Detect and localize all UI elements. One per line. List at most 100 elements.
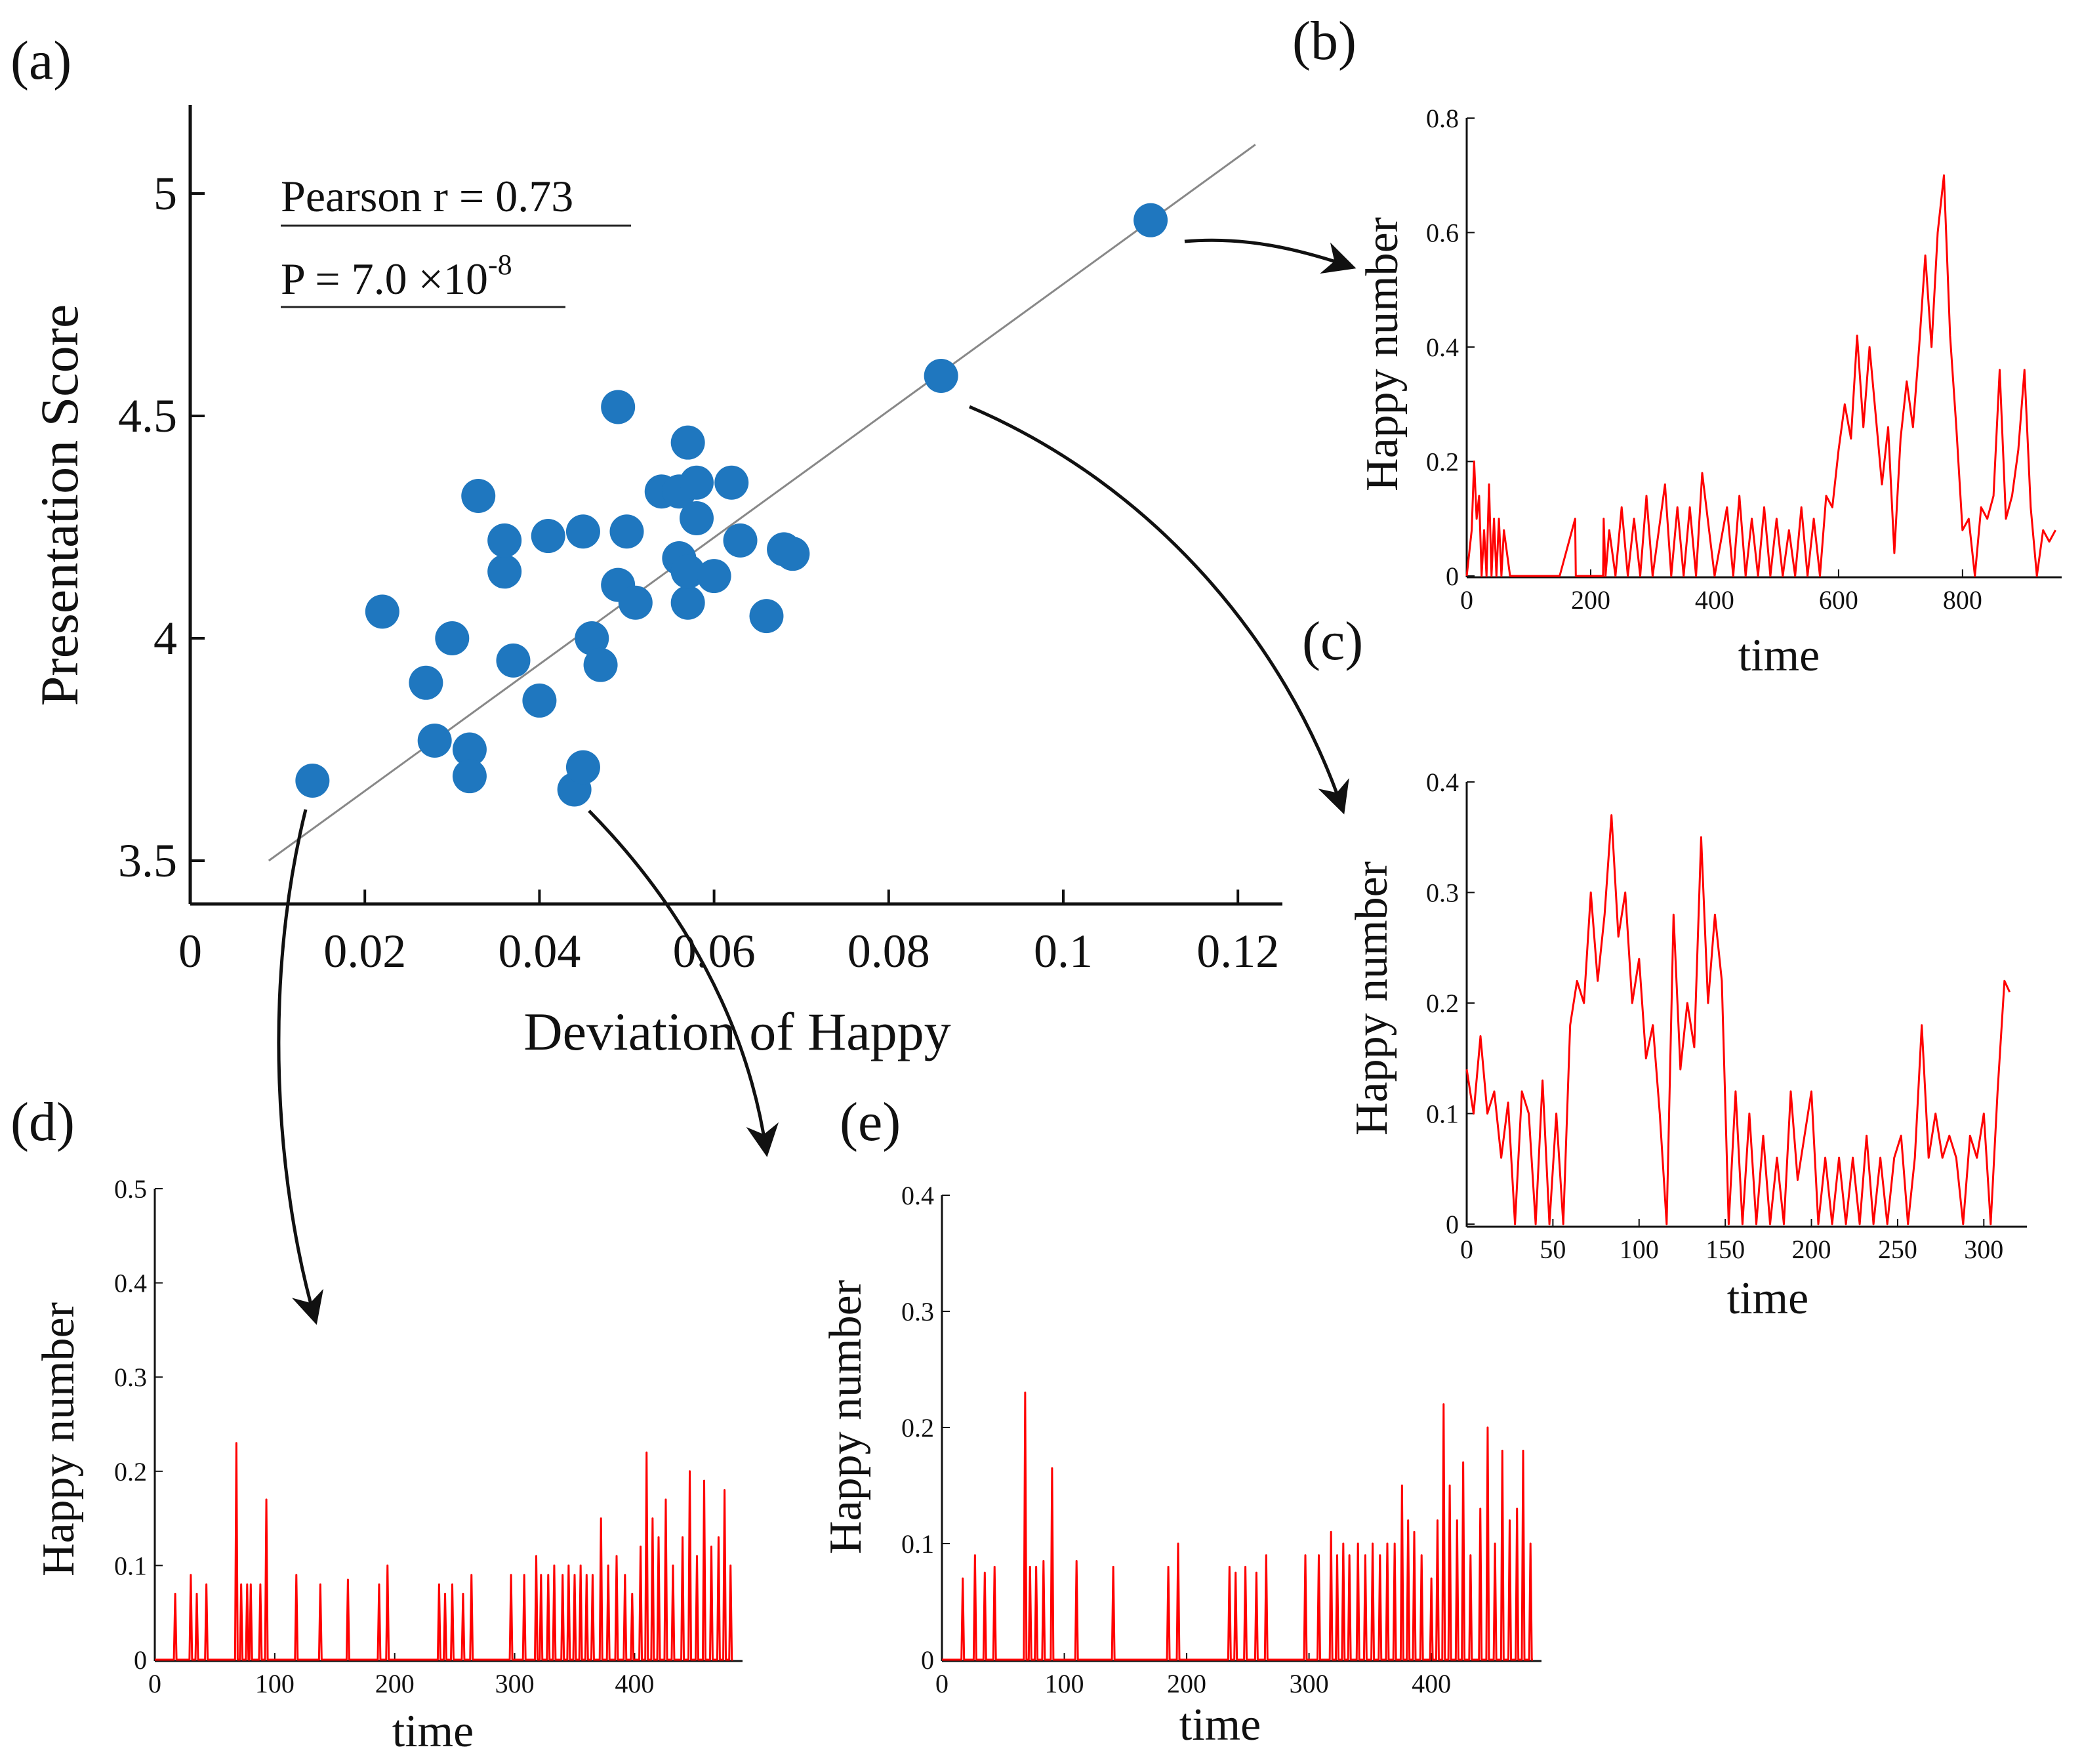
panel-a-ytick-label: 4 xyxy=(153,612,177,665)
panel-b-ylabel: Happy number xyxy=(1357,217,1408,491)
panel-e-series-line xyxy=(942,1393,1533,1660)
panel-c-xtick-label: 100 xyxy=(1620,1235,1659,1264)
scatter-point xyxy=(487,554,521,588)
scatter-point xyxy=(295,764,329,798)
panel-a-xtick-label: 0.12 xyxy=(1196,925,1279,977)
panel-a-ytick-label: 3.5 xyxy=(118,834,177,887)
scatter-point xyxy=(680,466,714,500)
scatter-point xyxy=(461,479,495,513)
panel-b-ytick-label: 0.4 xyxy=(1426,333,1459,362)
scatter-point xyxy=(714,466,748,500)
scatter-point xyxy=(749,599,783,633)
panel-d-label: (d) xyxy=(10,1092,75,1153)
scatter-point xyxy=(1133,203,1168,237)
panel-d: (d) 0 100 200 300 400 0 0.1 0.2 0.3 0.4 0.5 time H… xyxy=(10,1092,743,1757)
panel-b: (b) 0 200 400 600 800 0 0.2 0.4 0.6 0.8 time Happ… xyxy=(1292,10,2062,681)
panel-c-xtick-label: 200 xyxy=(1792,1235,1831,1264)
panel-e-ylabel: Happy number xyxy=(821,1280,871,1554)
panel-c-label: (c) xyxy=(1302,611,1363,672)
panel-c-ytick-label: 0.2 xyxy=(1426,989,1459,1018)
panel-c: (c) 0 50 100 150 200 250 300 0 0.1 0.2 0.3 0.4 time… xyxy=(1302,611,2027,1324)
panel-d-xtick-label: 300 xyxy=(495,1669,535,1698)
panel-d-ytick-label: 0 xyxy=(134,1645,147,1675)
scatter-point xyxy=(418,724,452,758)
panel-a-xtick-label: 0.04 xyxy=(498,925,581,977)
panel-c-xtick-label: 0 xyxy=(1460,1235,1473,1264)
panel-b-xtick-label: 400 xyxy=(1695,585,1734,615)
panel-d-ytick-label: 0.3 xyxy=(114,1363,147,1392)
scatter-point xyxy=(365,594,399,628)
p-value-annotation: P = 7.0 ×10-8 xyxy=(281,249,512,304)
scatter-point xyxy=(453,759,487,793)
panel-a-xtick-label: 0.02 xyxy=(323,925,406,977)
panel-e-plot: 0 100 200 300 400 0 0.1 0.2 0.3 0.4 xyxy=(901,1181,1541,1698)
scatter-point xyxy=(924,359,958,393)
panel-d-ytick-label: 0.1 xyxy=(114,1551,147,1580)
arrow-to-panel-e xyxy=(589,811,766,1151)
panel-c-xtick-label: 300 xyxy=(1964,1235,2003,1264)
p-value-text: P = 7.0 ×10 xyxy=(281,254,488,304)
arrow-to-panel-c xyxy=(970,407,1342,808)
panel-b-ytick-label: 0 xyxy=(1446,562,1459,591)
pearson-annotation: Pearson r = 0.73 xyxy=(281,171,573,221)
panel-a-xtick-label: 0.1 xyxy=(1034,925,1093,977)
scatter-point xyxy=(775,537,809,571)
panel-d-xtick-label: 100 xyxy=(255,1669,295,1698)
scatter-point xyxy=(671,586,705,620)
panel-a-ytick-label: 5 xyxy=(153,167,177,220)
panel-b-ytick-label: 0.6 xyxy=(1426,218,1459,248)
panel-d-ylabel: Happy number xyxy=(33,1302,84,1576)
panel-e-ytick-label: 0.2 xyxy=(901,1413,934,1443)
scatter-point xyxy=(487,523,521,558)
panel-a-ylabel: Presentation Score xyxy=(30,304,89,707)
scatter-point xyxy=(566,514,600,548)
panel-a-xtick-label: 0.08 xyxy=(847,925,930,977)
scatter-point xyxy=(601,390,635,424)
panel-c-ytick-label: 0.1 xyxy=(1426,1099,1459,1129)
panel-b-xtick-label: 0 xyxy=(1460,585,1473,615)
panel-d-xtick-label: 400 xyxy=(615,1669,654,1698)
panel-b-series-line xyxy=(1467,175,2056,576)
panel-c-xtick-label: 250 xyxy=(1878,1235,1917,1264)
panel-a-label: (a) xyxy=(10,30,71,91)
panel-e-xlabel: time xyxy=(1179,1700,1261,1750)
scatter-point xyxy=(680,501,714,535)
panel-b-ytick-label: 0.2 xyxy=(1426,447,1459,477)
panel-e-xtick-label: 300 xyxy=(1290,1669,1329,1698)
panel-c-ytick-label: 0 xyxy=(1446,1210,1459,1239)
panel-c-series-line xyxy=(1467,815,2010,1224)
scatter-point xyxy=(724,523,758,558)
panel-c-xtick-label: 150 xyxy=(1705,1235,1745,1264)
panel-e-xtick-label: 100 xyxy=(1045,1669,1084,1698)
scatter-point xyxy=(522,684,556,718)
panel-b-label: (b) xyxy=(1292,10,1357,72)
panel-a-annotation: Pearson r = 0.73 P = 7.0 ×10-8 xyxy=(281,171,631,307)
panel-e-ytick-label: 0 xyxy=(921,1645,934,1675)
panel-d-ytick-label: 0.4 xyxy=(114,1269,147,1298)
arrow-to-panel-d xyxy=(279,810,315,1319)
panel-b-xtick-label: 600 xyxy=(1819,585,1858,615)
panel-a-xlabel: Deviation of Happy xyxy=(523,1002,950,1061)
arrow-to-panel-b xyxy=(1185,240,1350,266)
panel-e-label: (e) xyxy=(840,1092,901,1153)
panel-e-xtick-label: 200 xyxy=(1167,1669,1206,1698)
scatter-point xyxy=(584,648,618,682)
panel-c-ylabel: Happy number xyxy=(1347,861,1397,1136)
scatter-point xyxy=(566,750,600,785)
scatter-point xyxy=(697,559,731,593)
panel-c-xtick-label: 50 xyxy=(1540,1235,1566,1264)
scatter-point xyxy=(409,666,443,700)
panel-e-xtick-label: 400 xyxy=(1412,1669,1451,1698)
scatter-point xyxy=(531,519,565,553)
panel-e-ytick-label: 0.4 xyxy=(901,1181,934,1210)
panel-d-xtick-label: 200 xyxy=(375,1669,415,1698)
panel-a-ytick-label: 4.5 xyxy=(118,390,177,442)
panel-c-ytick-label: 0.4 xyxy=(1426,768,1459,797)
panel-a-xtick-label: 0 xyxy=(178,925,202,977)
panel-b-xtick-label: 800 xyxy=(1943,585,1982,615)
panel-b-xtick-label: 200 xyxy=(1571,585,1610,615)
panel-b-plot: 0 200 400 600 800 0 0.2 0.4 0.6 0.8 xyxy=(1426,104,2062,615)
panel-b-ytick-label: 0.8 xyxy=(1426,104,1459,133)
panel-c-xlabel: time xyxy=(1727,1273,1808,1324)
connector-arrows xyxy=(279,240,1350,1319)
